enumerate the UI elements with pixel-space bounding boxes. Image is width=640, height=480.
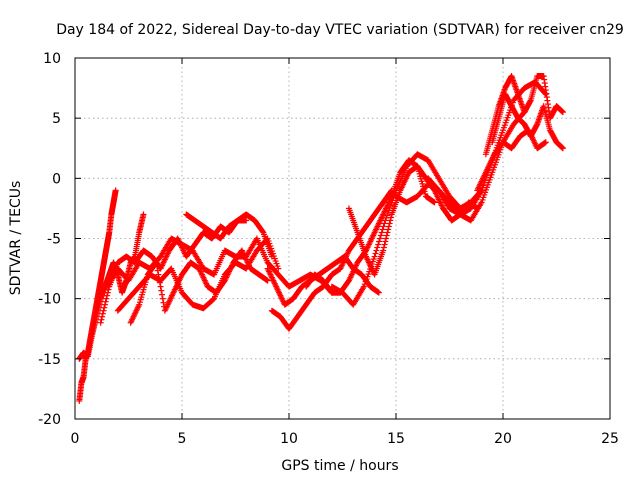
data-point bbox=[383, 235, 390, 242]
data-point bbox=[379, 226, 386, 233]
data-point bbox=[380, 223, 387, 230]
x-tick-label: 0 bbox=[71, 431, 80, 447]
y-tick-label: -15 bbox=[38, 352, 61, 368]
data-point bbox=[157, 283, 164, 290]
data-point bbox=[102, 298, 109, 305]
series-trace-6 bbox=[127, 247, 271, 326]
data-point bbox=[101, 301, 108, 308]
data-point bbox=[97, 319, 104, 326]
data-point bbox=[385, 223, 392, 230]
data-point bbox=[101, 304, 108, 311]
data-point bbox=[159, 291, 166, 298]
data-point bbox=[99, 310, 106, 317]
data-point bbox=[373, 247, 380, 254]
data-point bbox=[268, 253, 275, 260]
data-point bbox=[384, 229, 391, 236]
data-point bbox=[380, 247, 387, 254]
series-trace-7 bbox=[183, 211, 275, 260]
data-point bbox=[112, 187, 119, 194]
data-point bbox=[376, 238, 383, 245]
data-point bbox=[378, 229, 385, 236]
x-tick-label: 20 bbox=[494, 431, 512, 447]
data-point bbox=[381, 241, 388, 248]
data-point bbox=[542, 139, 549, 146]
data-point bbox=[382, 238, 389, 245]
series-trace-16 bbox=[489, 91, 566, 152]
data-point bbox=[371, 253, 378, 260]
data-point bbox=[376, 235, 383, 242]
data-point bbox=[103, 295, 110, 302]
series-trace-17 bbox=[474, 127, 549, 194]
x-axis-title: GPS time / hours bbox=[281, 458, 398, 474]
data-point bbox=[372, 250, 379, 257]
x-tick-label: 25 bbox=[601, 431, 619, 447]
data-point bbox=[388, 214, 395, 221]
series-trace-9 bbox=[268, 187, 395, 332]
data-point bbox=[158, 287, 165, 294]
data-point bbox=[377, 232, 384, 239]
data-point bbox=[383, 232, 390, 239]
y-tick-label: 5 bbox=[52, 111, 61, 127]
series-trace-12 bbox=[345, 163, 481, 278]
data-point bbox=[155, 271, 162, 278]
y-tick-label: 10 bbox=[43, 51, 61, 67]
ticks-layer: 0 5 10 15 20 25 -20 -15 -10 -5 0 5 10 bbox=[38, 51, 619, 447]
data-point bbox=[374, 244, 381, 251]
data-point bbox=[99, 313, 106, 320]
data-point bbox=[152, 260, 159, 267]
x-tick-label: 10 bbox=[280, 431, 298, 447]
data-point bbox=[259, 228, 266, 235]
data-point bbox=[156, 275, 163, 282]
data-point bbox=[431, 199, 438, 206]
data-point bbox=[105, 286, 112, 293]
y-axis-title: SDTVAR / TECUs bbox=[8, 181, 24, 296]
data-point bbox=[385, 226, 392, 233]
data-point bbox=[559, 145, 566, 152]
y-tick-label: -5 bbox=[47, 232, 61, 248]
data-point bbox=[380, 244, 387, 251]
chart-title: Day 184 of 2022, Sidereal Day-to-day VTE… bbox=[56, 22, 624, 38]
data-point bbox=[100, 307, 107, 314]
data-point bbox=[375, 241, 382, 248]
y-tick-label: 0 bbox=[52, 171, 61, 187]
data-point bbox=[559, 109, 566, 116]
data-point bbox=[156, 279, 163, 286]
data-point bbox=[386, 220, 393, 227]
y-tick-label: -10 bbox=[38, 292, 61, 308]
data-point bbox=[381, 220, 388, 227]
data-point bbox=[243, 217, 250, 224]
data-point bbox=[275, 265, 282, 272]
data-point bbox=[154, 267, 161, 274]
points-layer bbox=[76, 73, 566, 404]
y-tick-label: -20 bbox=[38, 412, 61, 428]
data-point bbox=[154, 263, 161, 270]
data-point bbox=[264, 277, 271, 284]
data-point bbox=[104, 289, 111, 296]
data-point bbox=[153, 259, 160, 266]
data-point bbox=[387, 217, 394, 224]
x-tick-label: 15 bbox=[387, 431, 405, 447]
data-point bbox=[98, 316, 105, 323]
data-point bbox=[159, 295, 166, 302]
x-tick-label: 5 bbox=[178, 431, 187, 447]
data-point bbox=[140, 211, 147, 218]
data-point bbox=[375, 289, 382, 296]
data-point bbox=[104, 292, 111, 299]
